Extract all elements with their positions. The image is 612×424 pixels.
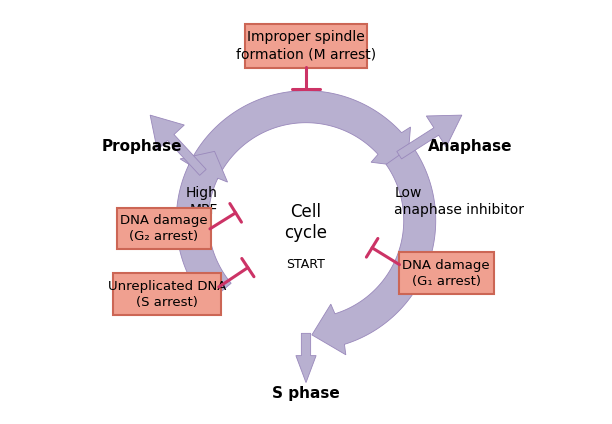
Text: Cell
cycle: Cell cycle <box>285 203 327 242</box>
Text: DNA damage
(G₂ arrest): DNA damage (G₂ arrest) <box>120 215 208 243</box>
Text: DNA damage
(G₁ arrest): DNA damage (G₁ arrest) <box>403 259 490 287</box>
Polygon shape <box>150 115 206 176</box>
Polygon shape <box>397 115 462 159</box>
FancyBboxPatch shape <box>245 23 367 68</box>
Text: START: START <box>286 258 326 271</box>
Text: Low
anaphase inhibitor: Low anaphase inhibitor <box>395 187 524 217</box>
Text: Anaphase: Anaphase <box>428 139 512 154</box>
Polygon shape <box>312 146 436 355</box>
FancyBboxPatch shape <box>399 252 494 294</box>
Text: Improper spindle
formation (M arrest): Improper spindle formation (M arrest) <box>236 30 376 61</box>
Polygon shape <box>296 333 316 382</box>
Polygon shape <box>176 151 231 304</box>
FancyBboxPatch shape <box>113 273 221 315</box>
Text: High
MPF: High MPF <box>185 187 217 217</box>
FancyBboxPatch shape <box>117 208 211 249</box>
Text: Unreplicated DNA
(S arrest): Unreplicated DNA (S arrest) <box>108 280 226 309</box>
Text: Prophase: Prophase <box>102 139 182 154</box>
Polygon shape <box>188 91 411 179</box>
Text: S phase: S phase <box>272 385 340 401</box>
